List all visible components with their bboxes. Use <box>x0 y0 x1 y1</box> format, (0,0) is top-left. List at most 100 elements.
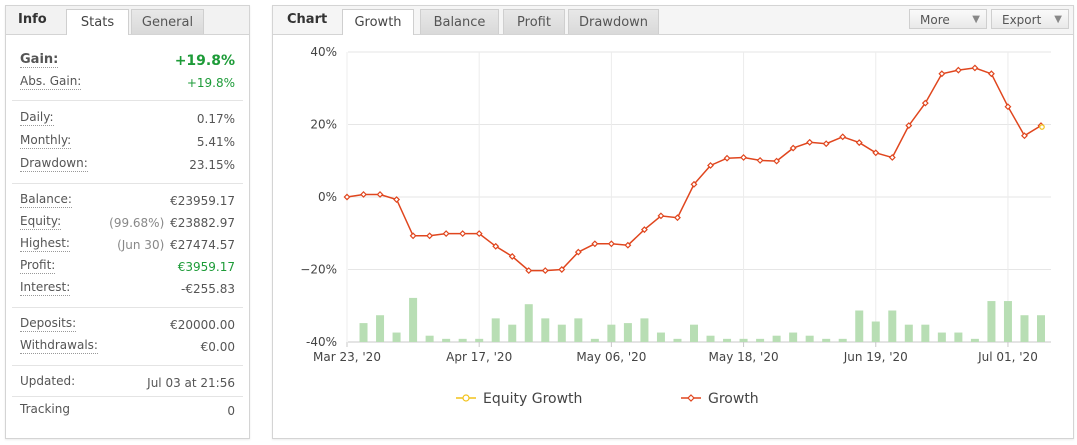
daily-label: Daily: <box>20 110 54 126</box>
volume-bar <box>970 338 979 342</box>
growth-point <box>343 193 351 201</box>
divider <box>12 396 243 397</box>
growth-point <box>426 232 434 240</box>
volume-bar <box>640 318 649 342</box>
deposits-label: Deposits: <box>20 316 77 332</box>
growth-point <box>409 232 417 240</box>
tracking-label: Tracking <box>20 402 70 416</box>
daily-value: 0.17% <box>196 112 235 126</box>
growth-point <box>558 266 566 273</box>
x-tick-label: May 06, '20 <box>576 350 646 364</box>
volume-bar <box>442 338 451 342</box>
equity-row: Equity: (99.68%) €23882.97 <box>12 214 243 232</box>
volume-bar <box>359 323 368 342</box>
tab-drawdown[interactable]: Drawdown <box>568 9 659 34</box>
volume-bar <box>987 301 996 342</box>
growth-point <box>905 122 913 130</box>
growth-point <box>640 226 648 234</box>
equity-amount: €23882.97 <box>170 216 235 230</box>
growth-point <box>921 99 929 107</box>
profit-label: Profit: <box>20 258 56 274</box>
growth-point <box>773 157 781 165</box>
volume-bar <box>623 323 632 342</box>
growth-point <box>624 241 632 249</box>
x-tick-label: Jul 01, '20 <box>977 350 1038 364</box>
volume-bar <box>392 332 401 342</box>
volume-bar <box>425 335 434 342</box>
profit-row: Profit: €3959.17 <box>12 258 243 276</box>
volume-bar <box>855 310 864 342</box>
volume-bar <box>607 324 616 342</box>
x-tick-label: Apr 17, '20 <box>446 350 512 364</box>
monthly-value: 5.41% <box>196 135 235 149</box>
equity-label: Equity: <box>20 214 62 230</box>
tracking-row: Tracking 0 <box>12 402 243 420</box>
growth-point <box>657 212 665 220</box>
x-tick-label: May 18, '20 <box>709 350 779 364</box>
volume-bar <box>756 338 765 342</box>
export-label: Export <box>1002 13 1042 27</box>
updated-value: Jul 03 at 21:56 <box>147 376 235 390</box>
withdrawals-row: Withdrawals: €0.00 <box>12 338 243 356</box>
growth-chart[interactable]: -40% −20% 0% 20% 40% Mar 23, '20 Apr 17, '20 M… <box>273 34 1073 438</box>
growth-point <box>475 230 483 238</box>
chart-panel: Chart Growth Balance Profit Drawdown Mor… <box>272 5 1074 439</box>
abs-gain-row: Abs. Gain: +19.8% <box>12 74 243 92</box>
growth-point <box>789 144 797 152</box>
monthly-row: Monthly: 5.41% <box>12 133 243 151</box>
growth-point <box>1004 103 1012 111</box>
info-title: Info <box>18 12 47 27</box>
balance-row: Balance: €23959.17 <box>12 192 243 210</box>
growth-point <box>971 64 979 72</box>
volume-bar <box>772 335 781 342</box>
growth-point <box>360 191 367 198</box>
volume-bar <box>524 304 533 342</box>
volume-bar <box>739 338 748 342</box>
tab-profit[interactable]: Profit <box>503 9 565 34</box>
volume-bar <box>838 338 847 342</box>
divider <box>12 183 243 184</box>
growth-point <box>872 149 880 157</box>
gain-value: +19.8% <box>174 53 235 69</box>
tab-stats[interactable]: Stats <box>66 9 129 35</box>
volume-bar <box>541 318 550 342</box>
volume-bar <box>871 321 880 342</box>
volume-bar <box>557 324 566 342</box>
growth-point <box>938 70 946 78</box>
deposits-row: Deposits: €20000.00 <box>12 316 243 334</box>
growth-point <box>723 154 731 162</box>
highest-label: Highest: <box>20 236 70 252</box>
growth-point <box>607 240 615 248</box>
growth-point <box>888 154 896 161</box>
monthly-label: Monthly: <box>20 133 72 149</box>
tab-balance[interactable]: Balance <box>420 9 499 34</box>
balance-label: Balance: <box>20 192 72 208</box>
volume-bar <box>458 338 467 342</box>
daily-row: Daily: 0.17% <box>12 110 243 128</box>
legend-equity-label: Equity Growth <box>483 391 582 407</box>
highest-value: (Jun 30) €27474.57 <box>117 236 235 254</box>
volume-bar <box>805 335 814 342</box>
y-tick-label: 20% <box>310 118 337 132</box>
gain-row: Gain: +19.8% <box>12 52 243 70</box>
drawdown-label: Drawdown: <box>20 156 88 172</box>
growth-point <box>954 66 962 74</box>
volume-bar <box>590 338 599 342</box>
gain-label: Gain: <box>20 52 59 68</box>
legend-growth-label: Growth <box>708 391 759 407</box>
info-panel: Info Stats General Gain: +19.8% Abs. Gai… <box>5 5 250 439</box>
tab-general[interactable]: General <box>131 9 204 34</box>
tab-growth[interactable]: Growth <box>342 9 414 35</box>
growth-point <box>740 154 748 161</box>
growth-point <box>756 156 764 164</box>
growth-point <box>508 253 516 260</box>
divider <box>12 100 243 101</box>
x-tick-label: Mar 23, '20 <box>313 350 381 364</box>
growth-point <box>822 140 830 148</box>
chart-title: Chart <box>287 12 328 27</box>
export-button[interactable]: Export ▼ <box>991 9 1069 29</box>
profit-value: €3959.17 <box>177 260 235 274</box>
more-button[interactable]: More ▼ <box>909 9 987 29</box>
volume-bar <box>888 310 897 342</box>
equity-percent: (99.68%) <box>109 216 165 230</box>
